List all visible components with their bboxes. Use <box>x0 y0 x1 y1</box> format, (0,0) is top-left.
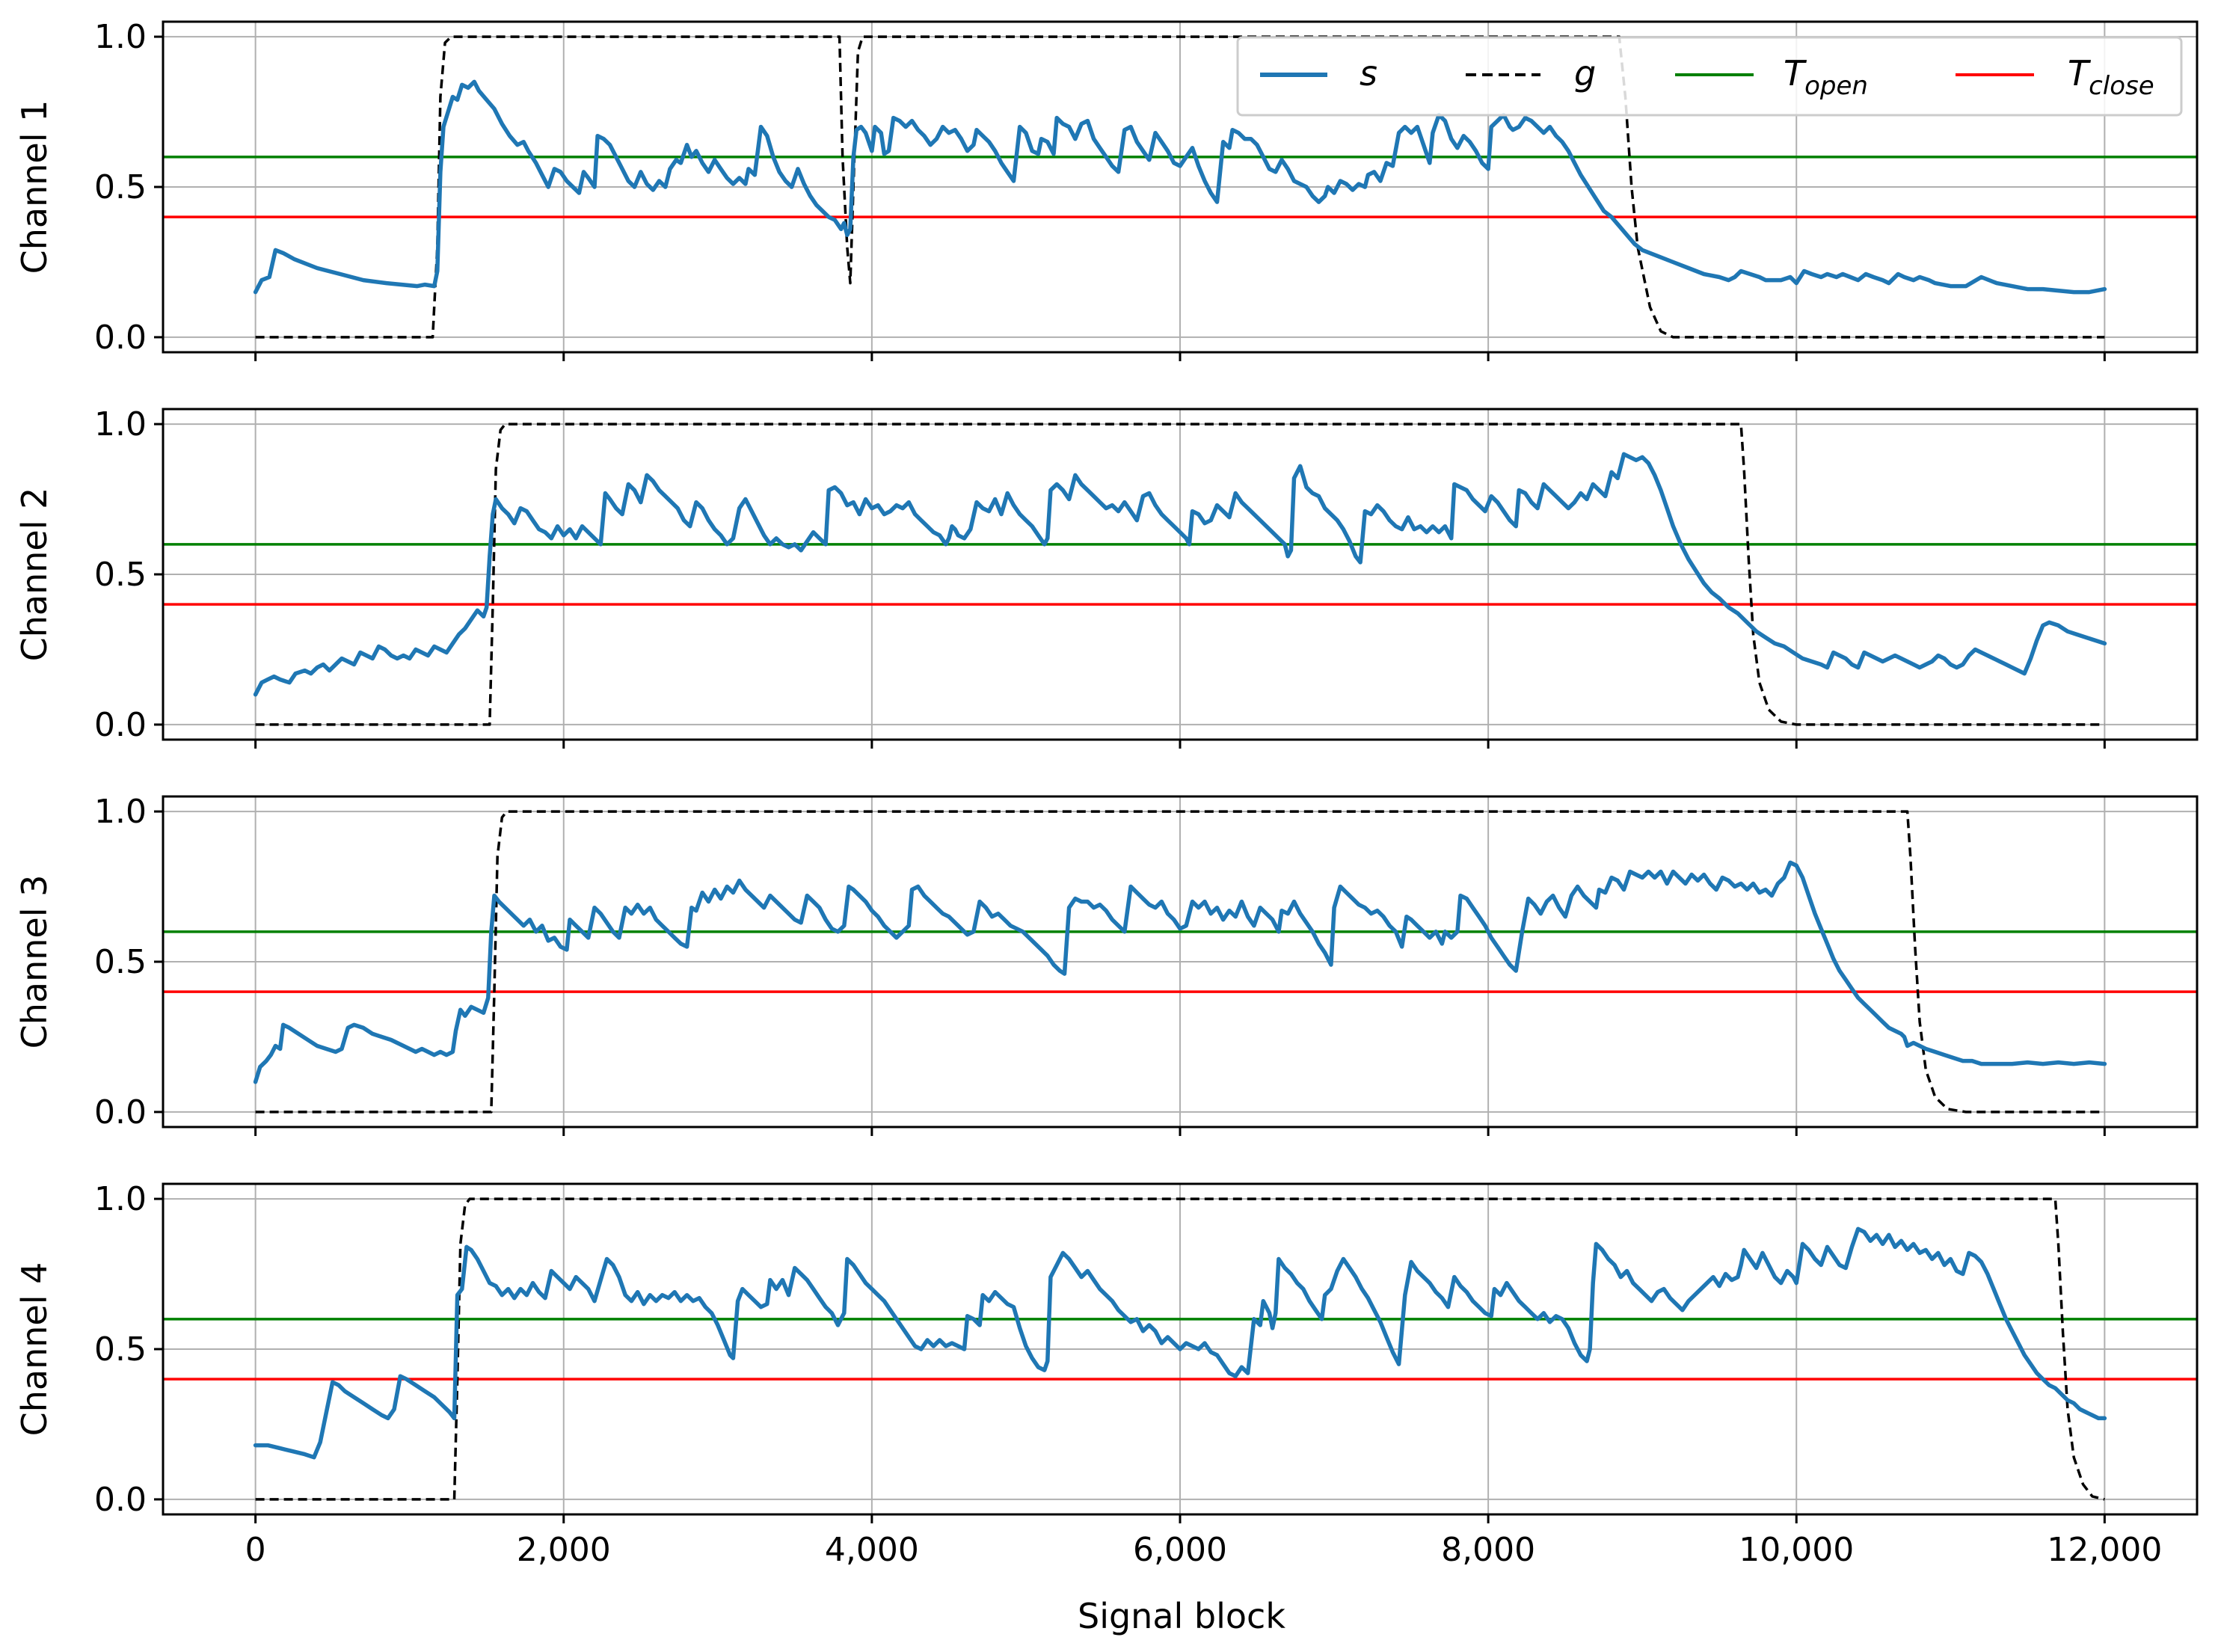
y-tick-label: 0.0 <box>94 319 147 357</box>
panel-4: 0 2,000 4,000 6,000 8,000 10,000 12,000 0.0 0.5 1… <box>14 1180 2199 1569</box>
panel-2-frame <box>162 408 2199 741</box>
y-axis-label: Channel 2 <box>14 488 55 662</box>
y-tick-label: 1.0 <box>94 1180 147 1218</box>
y-tick-label: 0.5 <box>94 556 147 594</box>
y-tick-label: 1.0 <box>94 405 147 443</box>
legend-s-label: s <box>1360 53 1377 93</box>
y-axis-label: Channel 3 <box>14 875 55 1049</box>
x-tick-label: 12,000 <box>2047 1531 2162 1569</box>
x-tick-label: 2,000 <box>517 1531 611 1569</box>
x-axis-label: Signal block <box>1078 1596 1285 1636</box>
legend-t-close-label: Tclose <box>2068 53 2154 101</box>
y-tick-label: 0.5 <box>94 943 147 981</box>
legend-t-close-subscript: close <box>2089 71 2154 101</box>
series-s-line <box>253 452 2107 697</box>
series-s-line <box>253 860 2107 1084</box>
y-tick-label: 1.0 <box>94 18 147 56</box>
y-tick-label: 0.0 <box>94 1481 147 1519</box>
y-axis-label: Channel 1 <box>14 100 55 274</box>
y-axis-label: Channel 4 <box>14 1262 55 1437</box>
legend-t-close-symbol: T <box>2068 53 2092 93</box>
y-tick-label: 0.0 <box>94 1093 147 1131</box>
y-tick-label: 1.0 <box>94 793 147 831</box>
series-g-line <box>255 423 2105 726</box>
legend: s g Topen Tclose <box>1236 36 2183 117</box>
legend-t-open-label: Topen <box>1784 53 1868 101</box>
panel-3-frame <box>162 795 2199 1129</box>
y-tick-label: 0.0 <box>94 706 147 744</box>
y-tick-label: 0.5 <box>94 168 147 206</box>
panel-2: 0.0 0.5 1.0 Channel 2 <box>14 405 2199 749</box>
panel-1-frame <box>162 20 2199 354</box>
legend-g-label: g <box>1574 53 1596 93</box>
x-tick-label: 8,000 <box>1441 1531 1535 1569</box>
x-tick-label: 4,000 <box>825 1531 919 1569</box>
legend-t-open-symbol: T <box>1784 53 1807 93</box>
series-s-line <box>253 1226 2107 1460</box>
panel-3: 0.0 0.5 1.0 Channel 3 <box>14 793 2199 1136</box>
legend-t-open-subscript: open <box>1804 71 1868 101</box>
series-g-line <box>255 810 2105 1114</box>
x-tick-label: 10,000 <box>1739 1531 1854 1569</box>
x-tick-label: 6,000 <box>1133 1531 1227 1569</box>
panel-4-frame <box>162 1182 2199 1516</box>
y-tick-label: 0.5 <box>94 1330 147 1369</box>
x-tick-label: 0 <box>245 1531 266 1569</box>
series-s-line <box>253 79 2107 295</box>
